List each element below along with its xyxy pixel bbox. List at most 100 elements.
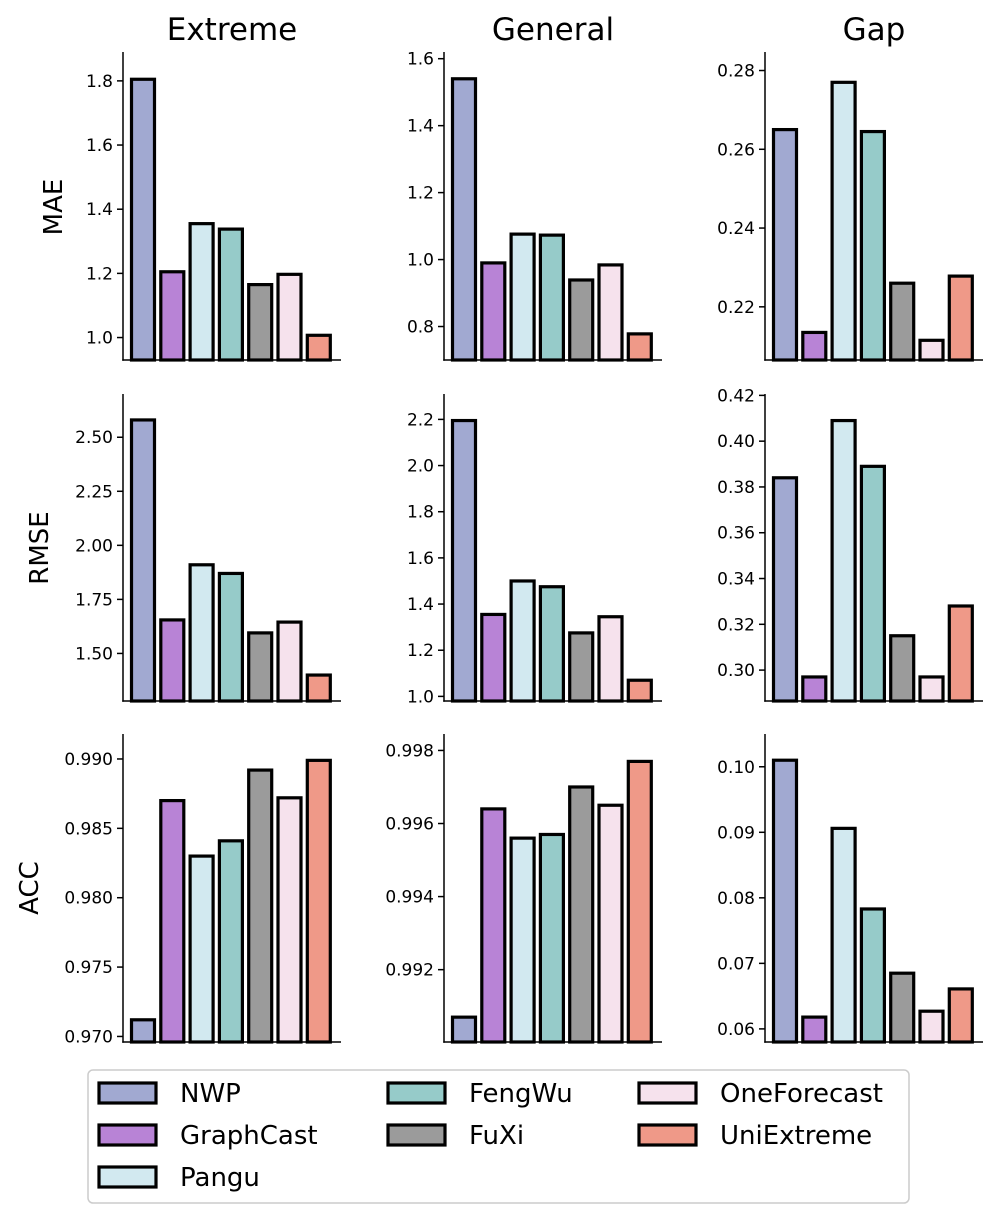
panel-mae-general: 0.8 1.0 1.2 1.4 1.6: [407, 50, 662, 362]
y-tick-label: 1.8: [407, 503, 434, 523]
y-tick-label: 0.07: [717, 954, 755, 974]
bar-pangu: [509, 836, 536, 1044]
y-tick-label: 1.0: [86, 329, 113, 349]
legend-swatch-fengwu: [386, 1081, 447, 1105]
bar-fuxi: [568, 278, 595, 362]
bar-graphcast: [159, 798, 186, 1044]
bar-oneforecast: [597, 803, 624, 1044]
legend-swatch-uniextreme: [637, 1123, 698, 1147]
bar-fengwu: [859, 129, 887, 362]
column-title-gap: Gap: [843, 12, 906, 48]
y-tick-label: 0.985: [64, 819, 113, 839]
bar-pangu: [830, 826, 857, 1044]
bar-pangu: [188, 563, 215, 703]
bar-graphcast: [159, 618, 186, 703]
bar-graphcast: [801, 1015, 828, 1044]
y-tick-label: 1.2: [407, 641, 434, 661]
bar-fengwu: [538, 233, 566, 362]
legend-frame: [87, 1069, 910, 1204]
bar-fuxi: [568, 631, 595, 703]
bar-graphcast: [480, 807, 507, 1044]
legend-swatch-pangu: [97, 1165, 158, 1189]
bar-fuxi: [247, 631, 274, 703]
bar-nwp: [771, 476, 799, 703]
panel-acc-gap: 0.06 0.07 0.08 0.09 0.10: [717, 734, 983, 1044]
bar-nwp: [771, 758, 799, 1044]
y-tick-label: 0.34: [717, 570, 755, 590]
bar-nwp: [450, 418, 478, 703]
bar-oneforecast: [597, 615, 624, 703]
bar-fengwu: [538, 832, 566, 1044]
y-tick-label: 0.40: [717, 432, 755, 452]
bar-fuxi: [568, 785, 595, 1044]
legend-label-graphcast: GraphCast: [180, 1121, 318, 1151]
panel-rmse-gap: 0.30 0.32 0.34 0.36 0.38 0.40 0.42: [717, 386, 983, 703]
bar-oneforecast: [276, 272, 303, 362]
y-tick-label: 0.992: [385, 961, 434, 981]
y-tick-label: 0.22: [717, 298, 755, 318]
row-title-acc: ACC: [15, 861, 45, 915]
y-tick-label: 1.0: [407, 251, 434, 271]
panels-layer: 1.0 1.2 1.4 1.6 1.8 0.8 1.0 1.2 1.4 1.6 0.22 0.24 0.…: [64, 50, 983, 1047]
bar-fuxi: [889, 281, 916, 362]
y-tick-label: 0.994: [385, 888, 434, 908]
column-title-general: General: [492, 12, 614, 48]
bar-fengwu: [538, 585, 566, 703]
y-tick-label: 1.4: [407, 117, 434, 137]
legend-item-uniextreme: UniExtreme: [637, 1121, 872, 1151]
bar-nwp: [129, 77, 157, 362]
y-tick-label: 0.24: [717, 219, 755, 239]
y-tick-label: 0.28: [717, 62, 755, 82]
y-tick-label: 2.00: [75, 536, 113, 556]
bar-fengwu: [859, 907, 887, 1044]
y-tick-label: 2.2: [407, 410, 434, 430]
bar-nwp: [450, 77, 478, 362]
legend-label-nwp: NWP: [180, 1079, 241, 1109]
legend: NWP GraphCast Pangu FengWu FuXi OneForecast Un…: [87, 1069, 910, 1204]
panel-mae-extreme: 1.0 1.2 1.4 1.6 1.8: [86, 52, 341, 362]
bar-nwp: [450, 1015, 478, 1044]
legend-swatch-nwp: [97, 1081, 158, 1105]
y-tick-label: 0.996: [385, 815, 434, 835]
legend-item-fuxi: FuXi: [386, 1121, 524, 1151]
y-tick-label: 0.36: [717, 524, 755, 544]
y-tick-label: 0.8: [407, 318, 434, 338]
legend-swatch-graphcast: [97, 1123, 158, 1147]
y-tick-label: 2.50: [75, 428, 113, 448]
row-title-rmse: RMSE: [25, 511, 55, 584]
y-tick-label: 2.25: [75, 482, 113, 502]
panel-rmse-general: 1.0 1.2 1.4 1.6 1.8 2.0 2.2: [407, 394, 662, 707]
y-tick-label: 1.0: [407, 687, 434, 707]
panel-mae-gap: 0.22 0.24 0.26 0.28: [717, 52, 983, 362]
legend-label-fengwu: FengWu: [469, 1079, 573, 1109]
bar-uniextreme: [305, 673, 332, 703]
bar-fengwu: [217, 227, 244, 362]
bar-pangu: [830, 418, 857, 703]
bar-nwp: [129, 1018, 157, 1044]
y-tick-label: 0.990: [64, 750, 113, 770]
y-tick-label: 0.08: [717, 889, 755, 909]
y-tick-label: 1.4: [407, 595, 434, 615]
y-tick-label: 0.30: [717, 661, 755, 681]
titles-layer: Extreme General Gap MAE RMSE ACC: [15, 12, 905, 915]
y-tick-label: 0.998: [385, 741, 434, 761]
bar-oneforecast: [918, 675, 945, 703]
y-tick-label: 1.6: [407, 549, 434, 569]
y-tick-label: 1.6: [86, 136, 113, 156]
bar-fuxi: [247, 283, 274, 362]
y-tick-label: 1.6: [407, 50, 434, 70]
legend-label-pangu: Pangu: [180, 1163, 260, 1193]
y-tick-label: 1.2: [86, 264, 113, 284]
legend-item-fengwu: FengWu: [386, 1079, 573, 1109]
legend-item-pangu: Pangu: [97, 1163, 260, 1193]
bar-fengwu: [217, 571, 244, 703]
bar-fengwu: [859, 464, 887, 703]
bar-graphcast: [159, 270, 186, 362]
legend-label-oneforecast: OneForecast: [720, 1079, 883, 1109]
column-title-extreme: Extreme: [167, 12, 298, 48]
legend-item-oneforecast: OneForecast: [637, 1079, 883, 1109]
y-tick-label: 0.38: [717, 478, 755, 498]
bar-oneforecast: [597, 263, 624, 362]
bar-pangu: [830, 80, 857, 362]
